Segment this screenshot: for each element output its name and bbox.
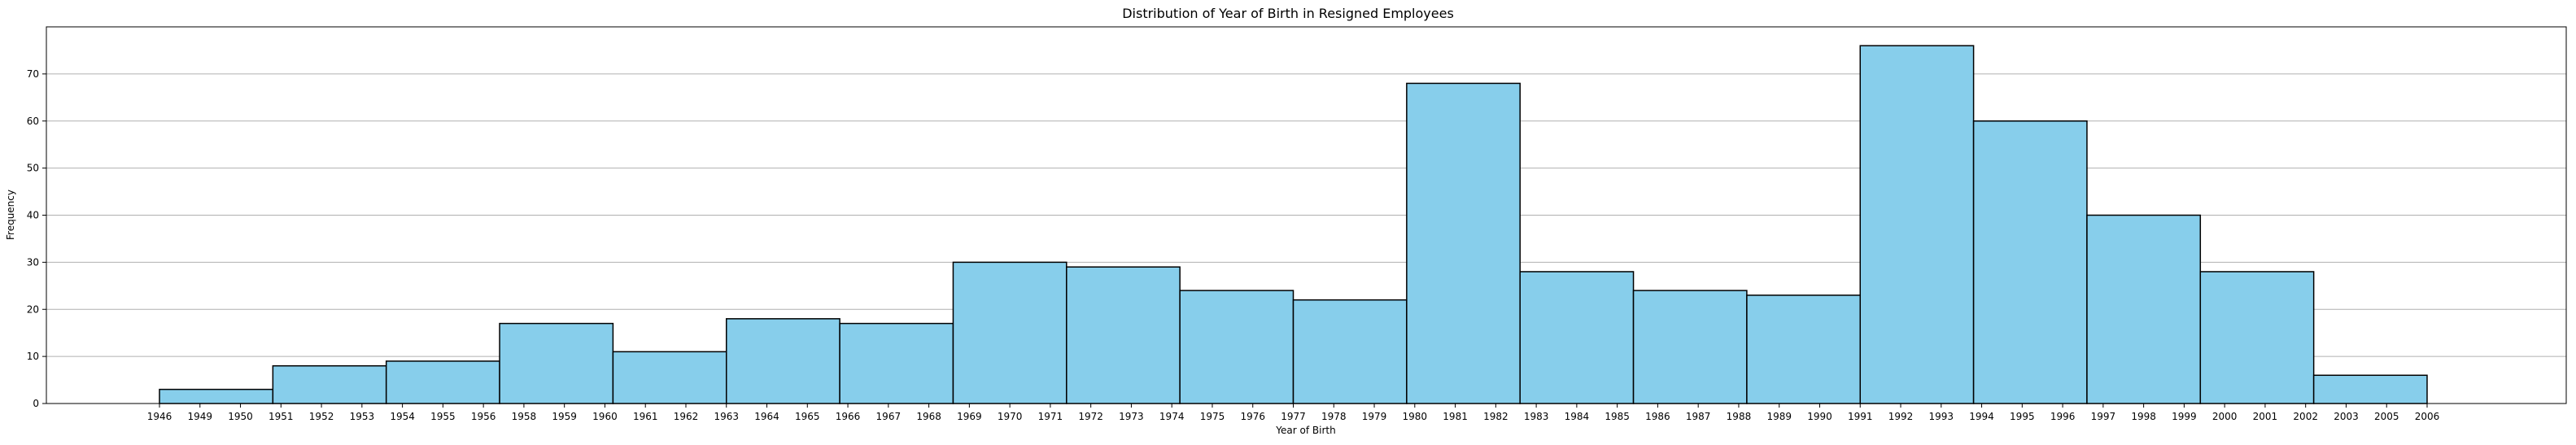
plot-frame: [46, 26, 2567, 404]
x-tick-label: 1967: [876, 411, 902, 422]
y-tick-label: 70: [27, 68, 39, 80]
x-tick-label: 2005: [2374, 411, 2399, 422]
bar-7: [952, 261, 1068, 404]
x-tick-label: 1988: [1727, 411, 1752, 422]
x-tick-label: 1985: [1605, 411, 1630, 422]
bar-10: [1292, 299, 1408, 404]
x-tick-label: 1956: [471, 411, 496, 422]
y-tick-label: 40: [27, 210, 39, 221]
y-tick-label: 50: [27, 163, 39, 174]
x-tick-label: 1979: [1362, 411, 1387, 422]
x-tick-label: 1973: [1119, 411, 1144, 422]
x-tick-label: 1977: [1281, 411, 1306, 422]
x-tick-label: 1986: [1645, 411, 1670, 422]
x-tick-label: 1972: [1078, 411, 1103, 422]
x-tick-label: 2002: [2293, 411, 2318, 422]
x-tick-label: 1946: [147, 411, 172, 422]
bar-14: [1746, 294, 1861, 404]
x-tick-label: 1976: [1240, 411, 1265, 422]
x-tick-label: 1984: [1565, 411, 1590, 422]
x-tick-label: 1951: [269, 411, 294, 422]
chart-title: Distribution of Year of Birth in Resigne…: [1122, 6, 1454, 21]
x-tick-label: 1994: [1969, 411, 1994, 422]
x-tick-label: 2006: [2415, 411, 2440, 422]
x-tick-label: 1989: [1766, 411, 1792, 422]
y-axis: 0 10 20 30 40 50 60 70: [27, 68, 46, 409]
x-tick-label: 1995: [2010, 411, 2035, 422]
x-tick-label: 1970: [998, 411, 1023, 422]
x-axis: 1946 1949 1950 1951 1952 1953 1954 1955 1956 1958…: [147, 404, 2440, 422]
x-tick-label: 1998: [2131, 411, 2156, 422]
bar-19: [2312, 374, 2428, 404]
bar-13: [1632, 290, 1748, 404]
bar-17: [2086, 214, 2202, 404]
x-tick-label: 1969: [957, 411, 982, 422]
y-tick-label: 20: [27, 303, 39, 315]
bars-group: [159, 45, 2428, 404]
x-tick-label: 1959: [552, 411, 577, 422]
bar-8: [1066, 266, 1181, 404]
y-tick-label: 0: [33, 398, 39, 409]
x-tick-label: 1962: [674, 411, 699, 422]
y-tick-label: 60: [27, 116, 39, 127]
bar-0: [159, 388, 274, 404]
x-tick-label: 2001: [2253, 411, 2278, 422]
x-tick-label: 1987: [1686, 411, 1711, 422]
bar-16: [1972, 120, 2088, 404]
x-tick-label: 2000: [2212, 411, 2238, 422]
x-tick-label: 1968: [916, 411, 941, 422]
x-tick-label: 1964: [754, 411, 779, 422]
bar-18: [2199, 271, 2315, 404]
x-tick-label: 1963: [714, 411, 739, 422]
x-tick-label: 1980: [1403, 411, 1428, 422]
bar-12: [1519, 271, 1635, 404]
x-tick-label: 1961: [633, 411, 658, 422]
y-tick-label: 10: [27, 351, 39, 362]
x-tick-label: 1955: [430, 411, 456, 422]
x-tick-label: 1999: [2172, 411, 2197, 422]
bar-5: [726, 318, 840, 404]
x-tick-label: 1975: [1200, 411, 1225, 422]
x-tick-label: 1949: [187, 411, 212, 422]
x-tick-label: 1990: [1807, 411, 1832, 422]
x-tick-label: 1958: [512, 411, 537, 422]
bar-4: [612, 351, 727, 404]
x-tick-label: 1953: [350, 411, 375, 422]
x-tick-label: 1952: [309, 411, 334, 422]
x-tick-label: 1971: [1038, 411, 1063, 422]
x-tick-label: 1974: [1159, 411, 1185, 422]
x-tick-label: 1978: [1321, 411, 1347, 422]
bar-9: [1179, 290, 1295, 404]
bar-2: [385, 360, 500, 404]
x-tick-label: 1950: [228, 411, 253, 422]
bar-6: [839, 322, 954, 404]
x-tick-label: 1983: [1524, 411, 1549, 422]
x-tick-label: 1993: [1929, 411, 1954, 422]
y-tick-label: 30: [27, 256, 39, 268]
bar-3: [499, 322, 614, 404]
x-tick-label: 1954: [390, 411, 415, 422]
x-tick-label: 1991: [1848, 411, 1873, 422]
x-tick-label: 2003: [2334, 411, 2359, 422]
x-tick-label: 1982: [1483, 411, 1508, 422]
x-tick-label: 1997: [2091, 411, 2116, 422]
x-tick-label: 1966: [836, 411, 861, 422]
x-tick-label: 1960: [592, 411, 618, 422]
x-tick-label: 1992: [1888, 411, 1914, 422]
bar-15: [1859, 45, 1975, 404]
x-axis-label: Year of Birth: [1275, 425, 1335, 436]
y-axis-label: Frequency: [5, 190, 16, 240]
bar-1: [272, 364, 387, 404]
x-tick-label: 1996: [2050, 411, 2076, 422]
x-tick-label: 1965: [795, 411, 820, 422]
x-tick-label: 1981: [1443, 411, 1468, 422]
bar-11: [1406, 82, 1521, 404]
